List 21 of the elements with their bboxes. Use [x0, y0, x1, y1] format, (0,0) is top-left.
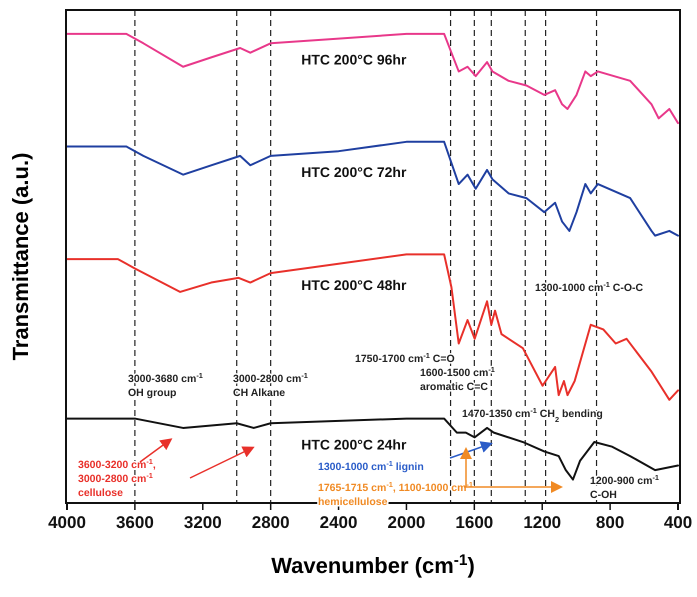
annotation: 1750-1700 cm$^{-1}$ C=O [355, 350, 455, 365]
x-tick-label: 1200 [523, 513, 562, 532]
series-label: HTC 200°C 24hr [301, 436, 407, 452]
x-axis-title: Wavenumber (cm$^{-1}$) [271, 552, 475, 578]
annotation: 1300-1000 cm$^{-1}$ lignin [318, 458, 424, 473]
x-tick-label: 3200 [184, 513, 222, 532]
x-tick-label: 3600 [116, 513, 154, 532]
series-label: HTC 200°C 48hr [301, 276, 407, 293]
x-tick-label: 2400 [320, 513, 358, 532]
x-tick-label: 800 [596, 513, 624, 532]
series-label: HTC 200°C 72hr [301, 164, 407, 180]
series-label: HTC 200°C 96hr [301, 52, 407, 68]
x-tick-label: 1600 [455, 513, 494, 532]
text: 1200-900 cm$^{-1}$ C-OH [590, 472, 659, 501]
annotation: 1300-1000 cm$^{-1}$ C-O-C [535, 280, 644, 294]
x-tick-label: 2800 [252, 513, 290, 532]
x-tick-label: 4000 [48, 513, 86, 532]
text: 3600-3200 cm$^{-1}$, 3000-2800 cm$^{-1}$ cellulose [78, 456, 156, 499]
y-axis-title: Transmittance (a.u.) [8, 152, 33, 360]
x-tick-label: 2000 [388, 513, 426, 532]
x-tick-label: 400 [664, 513, 692, 532]
